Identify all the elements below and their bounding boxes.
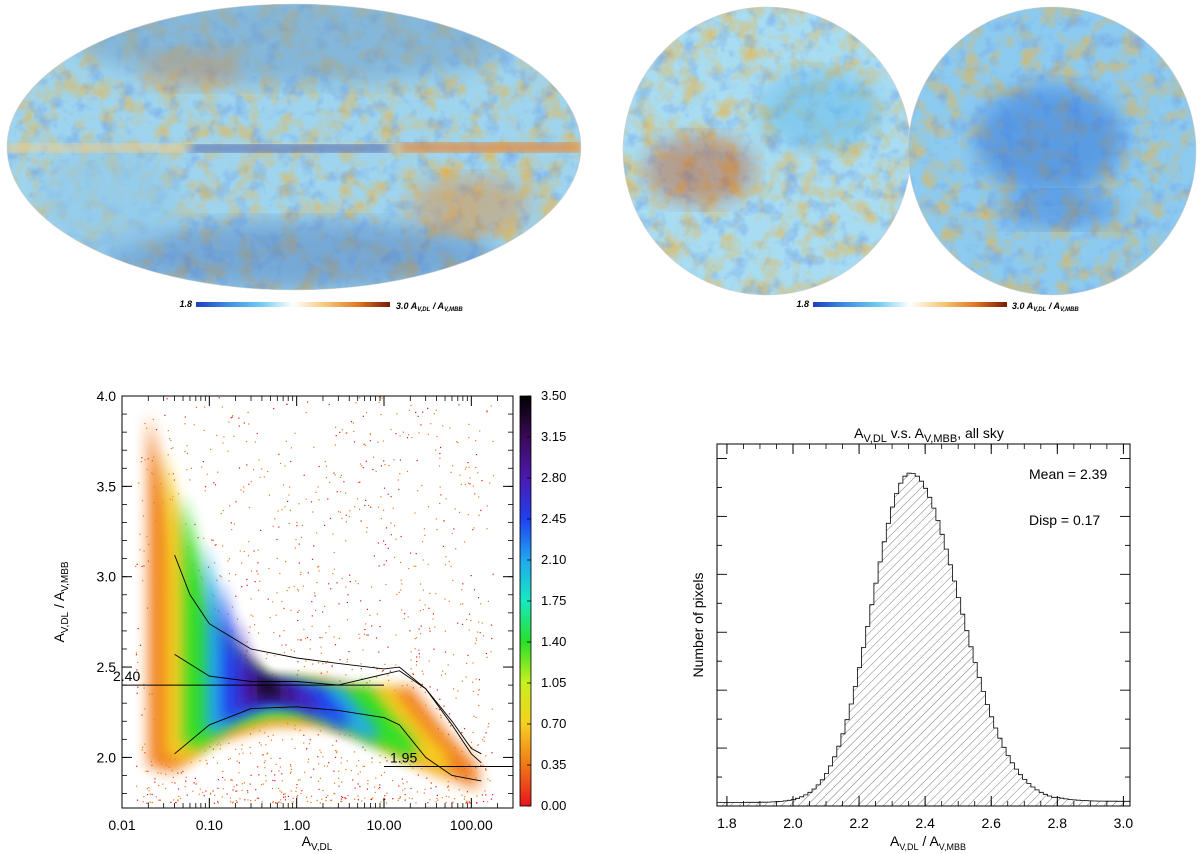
lower-curve xyxy=(174,706,482,782)
x-axis-label: AV,DL / AV,MBB xyxy=(890,833,966,852)
reference-line-labels: 2.40 1.95 xyxy=(113,668,417,765)
plot-frame xyxy=(121,395,514,809)
cbar-min-label: 1.8 xyxy=(179,299,192,309)
x-axis: 0.01 0.10 1.00 10.00 100.00 xyxy=(108,396,514,833)
histogram-title: AV,DL v.s. AV,MBB, all sky xyxy=(854,425,1004,445)
colorbar-tick-label: 2.80 xyxy=(541,470,566,485)
y-axis-label: AV,DL / AV,MBB xyxy=(51,561,71,642)
reference-label-0: 2.40 xyxy=(113,668,140,684)
colorbar-tick-label: 1.75 xyxy=(541,593,566,608)
x-tick-label: 2.8 xyxy=(1048,815,1068,831)
density-scatter-plot: 0.01 0.10 1.00 10.00 100.00 2.02.53.03.54.0 … xyxy=(51,388,566,853)
cbar-min-label: 1.8 xyxy=(796,299,809,309)
reference-label-1: 1.95 xyxy=(390,749,417,765)
x-tick-label: 10.00 xyxy=(366,817,401,833)
polar-orthographic-maps xyxy=(622,6,1197,296)
histogram-bars xyxy=(716,472,1131,807)
north-hemisphere-map xyxy=(623,7,911,295)
x-tick-label: 0.01 xyxy=(108,817,135,833)
map-colorbar-top-left: 1.8 3.0 AV,DL / AV,MBB xyxy=(179,299,463,313)
colorbar-tick-label: 0.70 xyxy=(541,716,566,731)
x-axis: 1.8 2.0 2.2 2.4 2.6 2.8 3.0 xyxy=(717,444,1133,831)
colorbar-tick-label: 1.40 xyxy=(541,634,566,649)
colorbar-tick-label: 3.50 xyxy=(541,388,566,403)
y-axis xyxy=(717,458,1130,778)
all-sky-mollweide-map xyxy=(6,3,582,291)
colorbar-tick-label: 2.45 xyxy=(541,511,566,526)
colorbar-tick-label: 0.35 xyxy=(541,757,566,772)
cbar-max-label: 3.0 AV,DL / AV,MBB xyxy=(396,301,463,313)
x-tick-label: 3.0 xyxy=(1114,815,1134,831)
x-tick-label: 1.8 xyxy=(717,815,737,831)
y-axis: 2.0 2.5 3.0 3.5 4.0 xyxy=(97,388,513,794)
x-tick-label: 2.4 xyxy=(915,815,935,831)
south-hemisphere-map xyxy=(908,7,1196,295)
x-tick-label: 0.10 xyxy=(196,817,223,833)
x-tick-label: 2.0 xyxy=(783,815,803,831)
y-axis-label: Number of pixels xyxy=(690,572,706,677)
disp-annotation: Disp = 0.17 xyxy=(1029,512,1100,528)
x-tick-label: 2.6 xyxy=(981,815,1001,831)
y-tick-label: 2.0 xyxy=(97,749,117,765)
colorbar-tick-label: 0.00 xyxy=(541,798,566,813)
mean-annotation: Mean = 2.39 xyxy=(1029,466,1107,482)
x-tick-label: 1.00 xyxy=(283,817,310,833)
y-tick-label: 2.5 xyxy=(97,659,117,675)
map-colorbar-top-right: 1.8 3.0 AV,DL / AV,MBB xyxy=(796,299,1079,313)
x-tick-label: 2.2 xyxy=(849,815,869,831)
density-cloud xyxy=(135,396,495,804)
colorbar-tick-label: 2.10 xyxy=(541,552,566,567)
colorbar-tick-label: 1.05 xyxy=(541,675,566,690)
upper-curve xyxy=(174,554,482,755)
y-tick-label: 4.0 xyxy=(97,388,117,404)
histogram-step xyxy=(716,472,1131,807)
plot-frame xyxy=(716,443,1131,807)
x-axis-label: AV,DL xyxy=(302,833,333,853)
y-tick-label: 3.5 xyxy=(97,478,117,494)
x-tick-label: 100.00 xyxy=(450,817,493,833)
cbar-max-label: 3.0 AV,DL / AV,MBB xyxy=(1012,301,1079,313)
trend-lines xyxy=(122,554,513,782)
colorbar-tick-label: 3.15 xyxy=(541,429,566,444)
median-curve xyxy=(174,654,482,764)
y-tick-label: 3.0 xyxy=(97,569,117,585)
density-colorbar: 0.00 0.35 0.70 1.05 1.40 1.75 2.10 2.45 2.80 3.15… xyxy=(519,388,566,813)
histogram-plot: AV,DL v.s. AV,MBB, all sky 1.8 2.0 2.2 2.4 2… xyxy=(690,425,1133,852)
